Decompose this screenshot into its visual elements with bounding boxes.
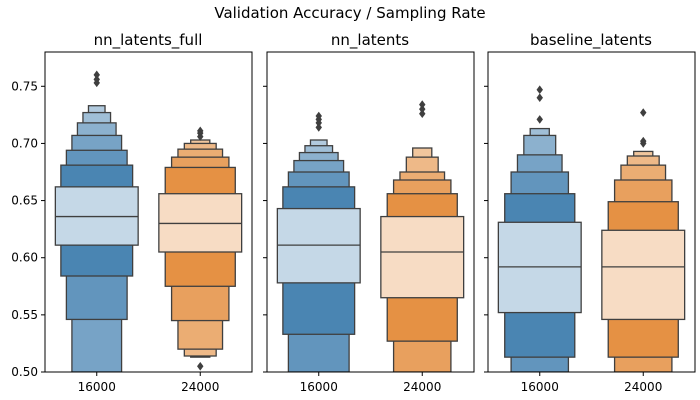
outlier-point: [197, 126, 204, 136]
x-tick-label: 16000: [78, 380, 116, 394]
x-tick-label: 16000: [521, 380, 559, 394]
panel-1-plot: 0.50 0.55 0.60 0.65 0.70 0.75 16000 24000: [11, 51, 253, 394]
x-tick-label: 16000: [300, 380, 338, 394]
boxen-level-1-24000: [601, 229, 686, 321]
y-tick-label: 0.65: [11, 194, 38, 208]
outlier-point: [419, 100, 426, 109]
outlier-point: [419, 104, 426, 114]
outlier-point: [315, 111, 322, 121]
outlier-point: [93, 70, 100, 80]
outlier-point: [197, 361, 204, 371]
y-tick-label: 0.75: [11, 79, 38, 93]
outlier-point: [640, 136, 647, 146]
axes-frame: [487, 51, 696, 373]
panel-2-title: nn_latents: [331, 31, 409, 50]
panel-marks: [276, 100, 465, 372]
y-tick-label: 0.60: [11, 251, 38, 265]
panel-2: nn_latents 16000 24000: [263, 31, 475, 394]
outlier-point: [536, 93, 543, 103]
axes-frame: [44, 51, 253, 373]
outlier-point: [536, 115, 543, 124]
outlier-point: [640, 108, 647, 117]
y-tick-label: 0.55: [11, 308, 38, 322]
y-tick-label: 0.50: [11, 365, 38, 379]
chart-title: Validation Accuracy / Sampling Rate: [214, 4, 485, 22]
x-tick-label: 24000: [403, 380, 441, 394]
outlier-point: [93, 75, 100, 84]
axes-frame: [266, 51, 475, 373]
y-tick-label: 0.70: [11, 136, 38, 150]
panel-1: nn_latents_full 0.50 0.55 0.60 0.65 0.70 0.75…: [11, 31, 253, 394]
outlier-point: [536, 85, 543, 95]
panel-3-title: baseline_latents: [530, 31, 652, 50]
x-tick-label: 24000: [181, 380, 219, 394]
panel-marks: [54, 70, 243, 372]
outlier-point: [419, 109, 426, 119]
panel-2-plot: 16000 24000: [263, 51, 475, 394]
x-tick-label: 24000: [624, 380, 662, 394]
panel-3-plot: 16000 24000: [484, 51, 696, 394]
outlier-point: [315, 123, 322, 132]
panel-marks: [497, 85, 686, 372]
boxen-level-1-24000: [380, 215, 465, 299]
panel-1-title: nn_latents_full: [94, 31, 203, 50]
panel-3: baseline_latents 16000 24000: [484, 31, 696, 394]
